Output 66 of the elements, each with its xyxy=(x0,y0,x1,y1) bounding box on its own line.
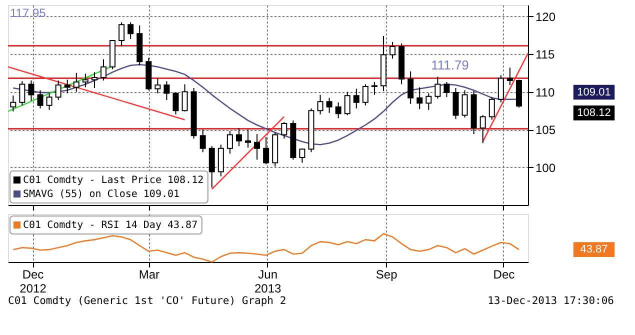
x-tick-label: Dec 2012 xyxy=(20,268,47,296)
y-tick-label: 105 xyxy=(536,123,556,138)
candlestick xyxy=(408,70,414,104)
candlestick xyxy=(64,79,70,94)
candlestick xyxy=(208,146,215,188)
candlestick xyxy=(82,73,88,88)
candlestick xyxy=(335,102,342,119)
candlestick xyxy=(480,114,486,144)
candlestick xyxy=(91,72,98,89)
candlestick xyxy=(452,88,459,120)
candlestick xyxy=(200,129,206,153)
legend-label: C01 Comdty - Last Price 108.12 xyxy=(23,175,204,186)
candlestick xyxy=(218,144,224,177)
candlestick xyxy=(172,92,179,115)
candlestick xyxy=(371,81,378,96)
text: 108.12 xyxy=(577,106,611,119)
candlestick xyxy=(37,90,44,109)
text: 109.01 xyxy=(577,86,611,98)
y-tick-label: 120 xyxy=(536,10,556,24)
candlestick xyxy=(498,74,504,103)
candlestick xyxy=(326,97,332,114)
candlestick xyxy=(344,91,350,116)
text: 13-Dec-2013 17:30:06 xyxy=(488,295,614,307)
y-tick-label: 100 xyxy=(536,160,556,175)
x-tick-label: Sep xyxy=(376,268,398,282)
candlestick xyxy=(299,148,306,164)
candlestick xyxy=(245,129,251,148)
legend-label: SMAVG (55) on Close 109.01 xyxy=(23,189,180,200)
x-tick-label: Dec xyxy=(493,268,515,282)
candlestick xyxy=(426,92,432,110)
candlestick xyxy=(236,128,242,147)
candlestick xyxy=(28,80,34,102)
candlestick xyxy=(281,121,288,140)
candlestick xyxy=(182,84,188,112)
y-tick-label: 110 xyxy=(536,85,555,100)
y-tick-label: 115 xyxy=(536,48,555,62)
candlestick xyxy=(164,80,170,101)
candlestick xyxy=(506,67,513,86)
text: 43.87 xyxy=(580,244,608,256)
candlestick xyxy=(19,80,26,106)
candlestick xyxy=(254,134,260,160)
candlestick xyxy=(73,72,80,92)
candlestick xyxy=(10,95,16,112)
candlestick xyxy=(362,84,368,106)
candlestick xyxy=(444,81,450,98)
candlestick xyxy=(118,22,125,48)
candlestick xyxy=(462,90,468,118)
legend-label: C01 Comdty - RSI 14 Day 43.87 xyxy=(23,220,198,231)
candlestick xyxy=(128,22,134,40)
candlestick xyxy=(317,94,324,115)
text: C01 Comdty (Generic 1st 'CO' Future) Graph 2 xyxy=(8,295,286,307)
annotation: 117.95 xyxy=(10,6,46,20)
candlestick xyxy=(390,41,396,60)
candlestick xyxy=(100,58,106,81)
x-tick-label: Jun 2013 xyxy=(254,268,282,296)
candlestick xyxy=(46,92,52,110)
candlestick xyxy=(353,88,360,109)
ref-line-label: 111.79 xyxy=(431,57,469,72)
candlestick xyxy=(55,80,62,101)
candlestick xyxy=(488,96,495,120)
candlestick xyxy=(434,76,441,100)
candlestick xyxy=(416,86,423,110)
candlestick xyxy=(226,130,233,154)
x-tick-label: Mar xyxy=(138,268,160,282)
candlestick xyxy=(154,78,161,94)
candlestick xyxy=(263,136,270,165)
